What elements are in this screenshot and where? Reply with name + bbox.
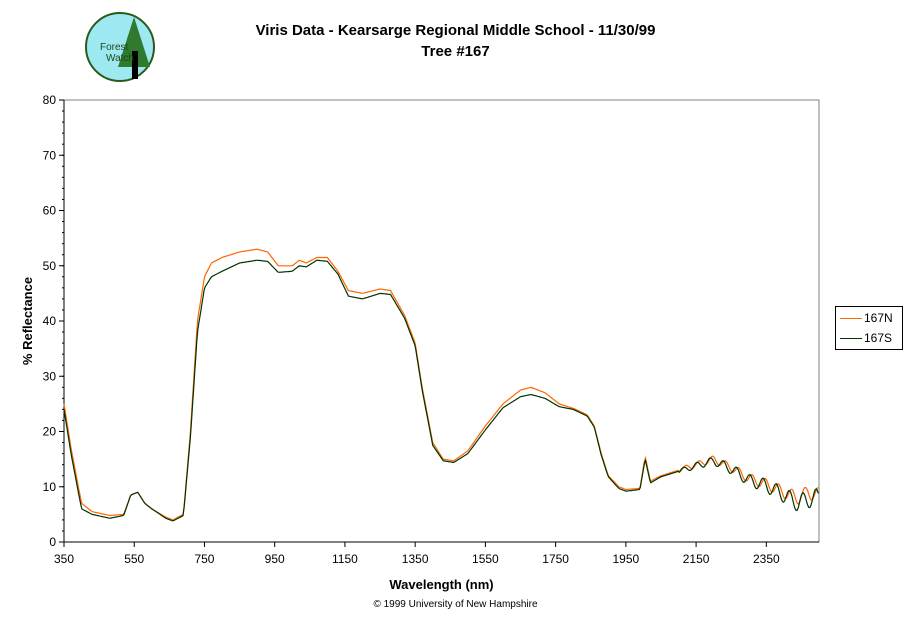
y-tick-label: 80 xyxy=(43,93,57,107)
forest-watch-logo: Forest Watch xyxy=(85,12,155,82)
x-tick-label: 1750 xyxy=(542,552,569,566)
legend-label: 167N xyxy=(864,311,893,325)
x-tick-label: 1950 xyxy=(613,552,640,566)
x-tick-label: 550 xyxy=(124,552,144,566)
x-tick-label: 1150 xyxy=(332,552,358,566)
x-tick-label: 1550 xyxy=(472,552,499,566)
y-tick-label: 40 xyxy=(43,314,57,328)
svg-text:Forest: Forest xyxy=(100,42,129,53)
x-tick-label: 950 xyxy=(265,552,285,566)
y-tick-label: 50 xyxy=(43,259,57,273)
legend-label: 167S xyxy=(864,331,893,345)
x-tick-label: 750 xyxy=(194,552,214,566)
plot-area xyxy=(63,99,820,543)
y-tick-label: 20 xyxy=(43,425,57,439)
x-tick-label: 2350 xyxy=(753,552,780,566)
legend: 167N 167S xyxy=(835,306,903,350)
svg-text:Watch: Watch xyxy=(106,53,134,64)
y-tick-label: 60 xyxy=(43,204,57,218)
y-tick-label: 70 xyxy=(43,148,57,162)
y-tick-label: 0 xyxy=(49,535,56,549)
series-line-167S xyxy=(63,259,819,522)
y-tick-label: 30 xyxy=(43,369,57,383)
legend-item-167N: 167N xyxy=(840,311,893,325)
y-axis-label: % Reflectance xyxy=(20,277,35,365)
legend-swatch xyxy=(840,317,862,319)
x-tick-label: 1350 xyxy=(402,552,429,566)
legend-swatch xyxy=(840,337,862,339)
legend-item-167S: 167S xyxy=(840,331,892,345)
copyright: © 1999 University of New Hampshire xyxy=(373,599,538,610)
y-tick-label: 10 xyxy=(43,480,57,494)
x-tick-label: 350 xyxy=(54,552,74,566)
chart-subtitle: Tree #167 xyxy=(421,43,490,60)
x-tick-label: 2150 xyxy=(683,552,710,566)
x-axis-label: Wavelength (nm) xyxy=(389,577,493,592)
chart-title: Viris Data - Kearsarge Regional Middle S… xyxy=(255,22,656,39)
